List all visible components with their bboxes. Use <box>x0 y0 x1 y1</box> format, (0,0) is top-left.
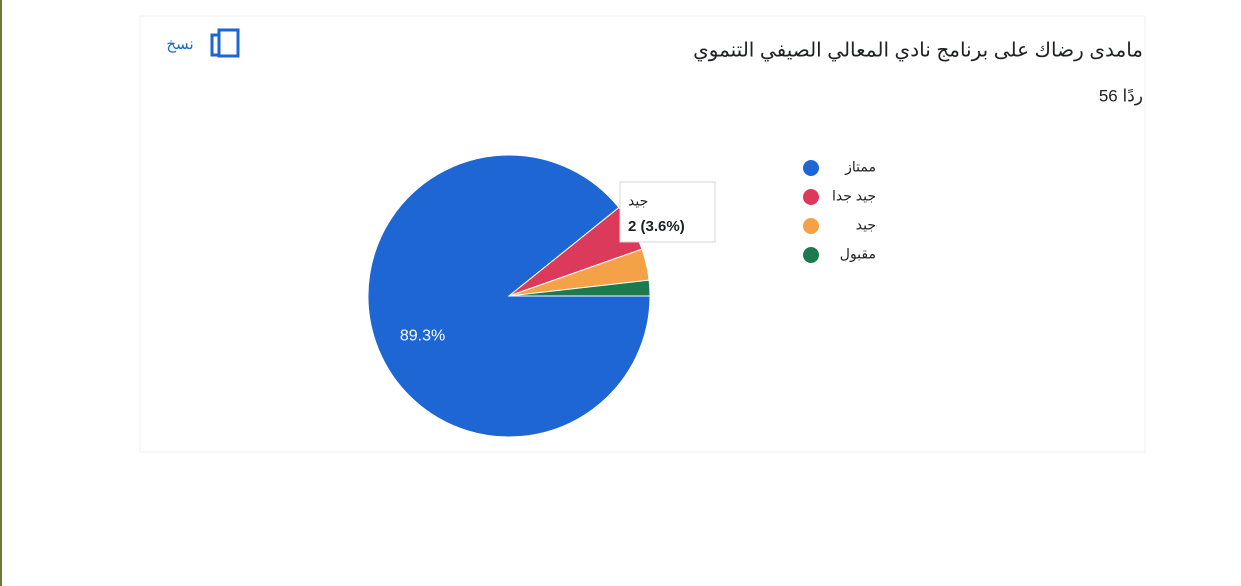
pie-slice <box>508 279 651 297</box>
slice-label: 89.3% <box>400 328 445 345</box>
legend-label: ممتاز <box>844 159 876 176</box>
legend-marker <box>803 247 819 263</box>
copy-button[interactable]: نسخ <box>166 28 240 58</box>
legend: ممتاز جيد جدا جيد مقبول <box>803 159 876 263</box>
tooltip: جيد 2 (3.6%) <box>619 181 716 243</box>
tooltip-text: 2 (3.6%) <box>628 218 685 235</box>
copy-icon-front <box>217 28 240 58</box>
legend-marker <box>803 160 819 176</box>
legend-marker <box>803 189 819 205</box>
response-count: 56 ردًا <box>1099 86 1143 105</box>
legend-marker <box>803 218 819 234</box>
tooltip-category: جيد <box>628 193 648 209</box>
legend-label: جيد جدا <box>832 188 876 204</box>
tooltip-box <box>619 181 716 243</box>
legend-label: جيد <box>856 217 876 233</box>
chart-title: مامدى رضاك على برنامج نادي المعالي الصيف… <box>693 39 1143 62</box>
copy-label[interactable]: نسخ <box>166 36 193 53</box>
legend-label: مقبول <box>840 246 876 263</box>
pie: 89.3% <box>367 154 651 438</box>
